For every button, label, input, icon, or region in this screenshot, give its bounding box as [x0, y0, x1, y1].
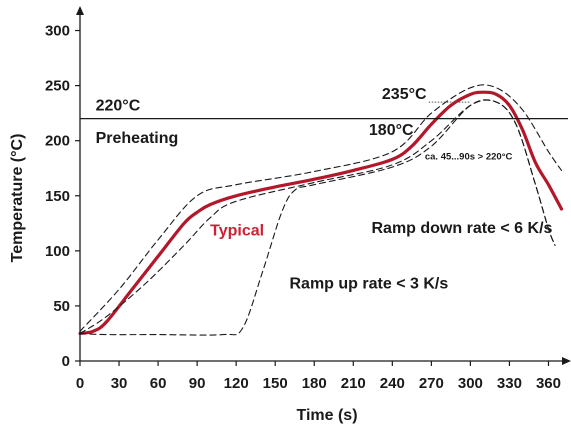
x-tick-label: 240: [380, 375, 405, 392]
y-tick-label: 50: [53, 298, 70, 315]
reference-line-label-220: 220°C: [96, 98, 141, 115]
x-tick-label: 360: [536, 375, 561, 392]
x-tick-label: 120: [224, 375, 249, 392]
x-tick-label: 330: [497, 375, 522, 392]
x-tick-label: 60: [150, 375, 167, 392]
tolerance-envelope-line-1: [79, 84, 563, 332]
annotation-ca-45-90s-220-c: ca. 45...90s > 220°C: [425, 151, 513, 162]
axes-layer: [76, 6, 571, 365]
y-axis-arrow: [76, 6, 84, 15]
y-tick-label: 0: [62, 353, 70, 370]
y-tick-label: 200: [45, 133, 70, 150]
y-axis-title: Temperature (°C): [9, 134, 26, 263]
y-tick-label: 100: [45, 243, 70, 260]
x-tick-label: 0: [76, 375, 84, 392]
y-tick-label: 300: [45, 23, 70, 40]
series-typical-line: [78, 90, 564, 336]
x-axis-arrow: [562, 357, 571, 365]
annotation-ramp-down-rate-6-k-s: Ramp down rate < 6 K/s: [371, 220, 552, 237]
ticks-layer: 0 50 100 150 200 250 300 0 30 60 90 120 150 180 210 240…: [45, 23, 561, 392]
x-tick-label: 30: [111, 375, 128, 392]
reference-line-layer: 220°C: [80, 98, 568, 120]
series-layer: [78, 84, 564, 336]
annotation-typical: Typical: [210, 222, 264, 239]
y-tick-label: 250: [45, 78, 70, 95]
y-tick-label: 150: [45, 188, 70, 205]
x-tick-label: 300: [458, 375, 483, 392]
x-tick-label: 90: [189, 375, 206, 392]
annotation-ramp-up-rate-3-k-s: Ramp up rate < 3 K/s: [290, 275, 449, 292]
annotation-preheating: Preheating: [96, 130, 179, 147]
x-tick-label: 180: [302, 375, 327, 392]
x-tick-label: 210: [341, 375, 366, 392]
annotation-235-c: 235°C: [382, 86, 427, 103]
annotation-180-c: 180°C: [369, 122, 414, 139]
x-axis-title: Time (s): [296, 407, 357, 424]
x-tick-label: 150: [263, 375, 288, 392]
tolerance-envelope-line-3: [79, 99, 556, 336]
x-tick-label: 270: [419, 375, 444, 392]
annotations-layer: Preheating Typical 180°C 235°C ca. 45...90s …: [96, 86, 553, 292]
